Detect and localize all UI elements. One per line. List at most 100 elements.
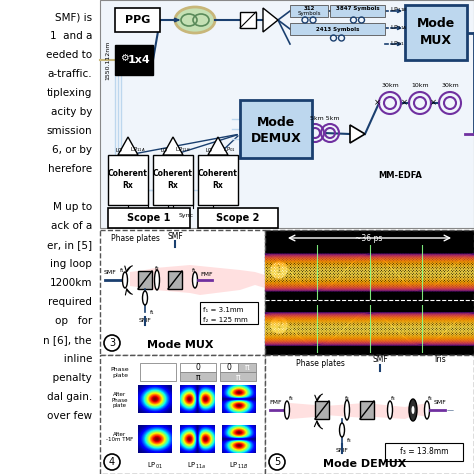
Text: MM-EDFA: MM-EDFA bbox=[378, 171, 422, 180]
Text: LP$_{11A}$: LP$_{11A}$ bbox=[130, 146, 146, 155]
Text: π: π bbox=[245, 364, 249, 373]
Text: Sync: Sync bbox=[179, 212, 194, 218]
Text: 1: 1 bbox=[276, 265, 282, 275]
Text: LP$_{11B}$: LP$_{11B}$ bbox=[175, 146, 191, 155]
Text: f₃: f₃ bbox=[289, 395, 293, 401]
Text: After
-10m TMF: After -10m TMF bbox=[106, 432, 134, 442]
Text: f₁: f₁ bbox=[191, 267, 196, 273]
Text: ing loop: ing loop bbox=[50, 259, 92, 269]
Text: over few: over few bbox=[47, 411, 92, 421]
Bar bbox=[115, 45, 153, 75]
Ellipse shape bbox=[388, 401, 392, 419]
Text: ~36 ps: ~36 ps bbox=[356, 234, 383, 243]
Text: SMF: SMF bbox=[372, 356, 388, 365]
Bar bbox=[220, 372, 256, 381]
Text: π: π bbox=[236, 373, 240, 382]
Text: LO: LO bbox=[161, 147, 168, 153]
Text: PPG: PPG bbox=[125, 15, 150, 25]
Polygon shape bbox=[263, 8, 278, 32]
Text: π: π bbox=[196, 373, 201, 382]
Ellipse shape bbox=[411, 406, 414, 414]
Text: herefore: herefore bbox=[48, 164, 92, 174]
Polygon shape bbox=[118, 137, 138, 155]
Text: Mode: Mode bbox=[417, 17, 455, 29]
Text: er, in [5]: er, in [5] bbox=[47, 240, 92, 250]
Text: Scope 2: Scope 2 bbox=[216, 213, 260, 223]
Text: MUX: MUX bbox=[420, 34, 452, 46]
Text: ×: × bbox=[401, 99, 408, 108]
Bar bbox=[100, 355, 265, 474]
Text: ⚙: ⚙ bbox=[120, 53, 129, 63]
Text: eeded to: eeded to bbox=[46, 50, 92, 60]
Text: LP$_{11A}$: LP$_{11A}$ bbox=[390, 24, 408, 32]
Text: f₃ = 13.8mm: f₃ = 13.8mm bbox=[400, 447, 448, 456]
Text: 312: 312 bbox=[303, 6, 315, 10]
Text: 6, or by: 6, or by bbox=[52, 145, 92, 155]
Polygon shape bbox=[163, 137, 183, 155]
Bar bbox=[385, 443, 463, 461]
Text: 3847 Symbols: 3847 Symbols bbox=[336, 6, 379, 10]
Text: Coherent: Coherent bbox=[153, 168, 193, 177]
Text: Iris: Iris bbox=[434, 356, 446, 365]
Text: LO: LO bbox=[206, 147, 213, 153]
Text: LP$_{11B}$: LP$_{11B}$ bbox=[229, 461, 249, 471]
Text: n [6], the: n [6], the bbox=[44, 335, 92, 345]
Text: 2: 2 bbox=[276, 320, 282, 330]
Text: ×: × bbox=[374, 99, 381, 108]
Bar bbox=[140, 363, 176, 381]
Bar bbox=[138, 271, 152, 289]
Text: Rx: Rx bbox=[213, 181, 223, 190]
Text: Scope 1: Scope 1 bbox=[128, 213, 171, 223]
Bar bbox=[238, 363, 256, 372]
Circle shape bbox=[269, 454, 285, 470]
Ellipse shape bbox=[345, 400, 349, 420]
Text: 1x4: 1x4 bbox=[128, 55, 150, 65]
Ellipse shape bbox=[122, 272, 128, 288]
Text: 2413 Symbols: 2413 Symbols bbox=[316, 27, 359, 31]
Ellipse shape bbox=[143, 291, 147, 305]
Text: SMF: SMF bbox=[103, 271, 117, 275]
Bar bbox=[265, 355, 474, 474]
Text: Coherent: Coherent bbox=[198, 168, 238, 177]
Circle shape bbox=[271, 262, 287, 278]
Ellipse shape bbox=[284, 401, 290, 419]
Text: Rx: Rx bbox=[123, 181, 133, 190]
Polygon shape bbox=[350, 125, 365, 143]
Bar bbox=[115, 8, 160, 32]
Bar bbox=[315, 401, 329, 419]
Text: SMF) is: SMF) is bbox=[55, 12, 92, 22]
Text: 1550.112nm: 1550.112nm bbox=[106, 40, 110, 80]
Text: f₃: f₃ bbox=[428, 395, 432, 401]
Bar bbox=[108, 155, 148, 205]
Text: LP$_{01}$: LP$_{01}$ bbox=[390, 39, 404, 48]
Bar bbox=[405, 5, 467, 60]
Text: 10km: 10km bbox=[411, 82, 429, 88]
Text: 5: 5 bbox=[274, 457, 280, 467]
Text: penalty: penalty bbox=[46, 373, 92, 383]
Bar bbox=[168, 271, 182, 289]
Text: 30km: 30km bbox=[381, 82, 399, 88]
Text: a-traffic.: a-traffic. bbox=[47, 69, 92, 79]
Text: Phase plates: Phase plates bbox=[296, 358, 345, 367]
Text: Coherent: Coherent bbox=[108, 168, 148, 177]
Text: Mode: Mode bbox=[257, 116, 295, 128]
Text: 0: 0 bbox=[227, 364, 231, 373]
Text: SMF: SMF bbox=[434, 401, 447, 405]
Bar bbox=[240, 100, 312, 158]
Bar bbox=[240, 12, 256, 28]
Text: ×: × bbox=[429, 99, 437, 108]
Bar bbox=[290, 23, 385, 35]
Circle shape bbox=[104, 335, 120, 351]
Text: Symbols: Symbols bbox=[297, 10, 321, 16]
Bar bbox=[265, 230, 474, 355]
Text: dal gain.: dal gain. bbox=[47, 392, 92, 402]
Polygon shape bbox=[290, 403, 430, 419]
Text: Phase plates: Phase plates bbox=[110, 234, 159, 243]
Text: tiplexing: tiplexing bbox=[46, 88, 92, 98]
Text: Mode DEMUX: Mode DEMUX bbox=[323, 459, 407, 469]
Text: Phase
plate: Phase plate bbox=[111, 367, 129, 378]
Text: 4: 4 bbox=[109, 457, 115, 467]
Text: 1  and a: 1 and a bbox=[50, 31, 92, 41]
Text: acity by: acity by bbox=[51, 107, 92, 117]
Ellipse shape bbox=[155, 270, 159, 290]
